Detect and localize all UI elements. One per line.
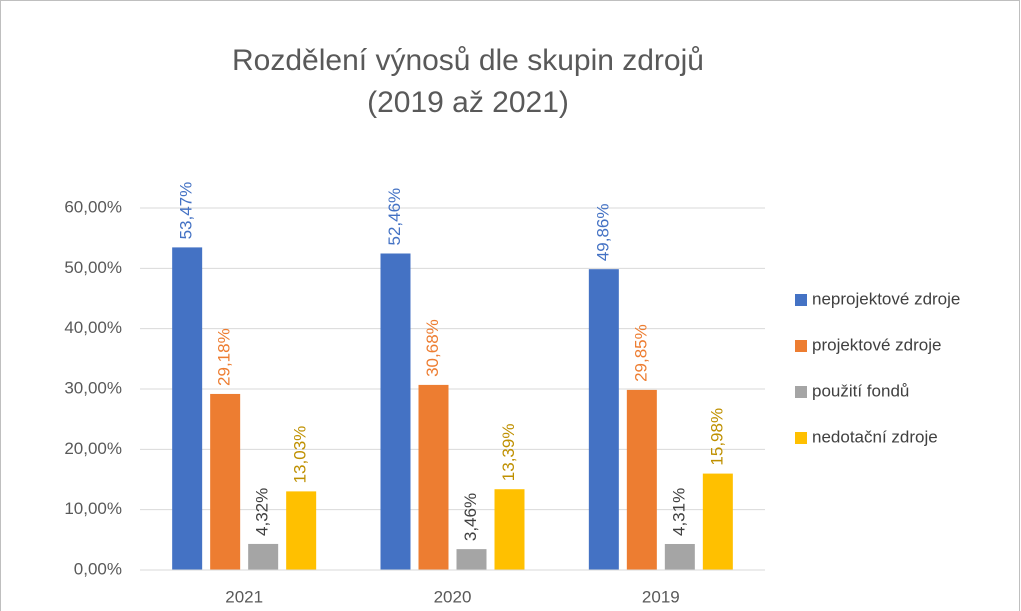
y-tick-label: 20,00%	[64, 439, 122, 458]
bar	[172, 247, 203, 571]
value-label: 4,31%	[669, 488, 688, 536]
x-tick-label: 2021	[225, 587, 263, 606]
legend-label: neprojektové zdroje	[812, 289, 960, 308]
legend-swatch	[795, 432, 807, 444]
legend-label: použití fondů	[812, 381, 909, 400]
bar	[456, 549, 487, 570]
y-tick-label: 50,00%	[64, 258, 122, 277]
value-label: 15,98%	[707, 408, 726, 466]
bar	[494, 489, 525, 570]
bar	[210, 393, 241, 570]
legend-swatch	[795, 386, 807, 398]
y-tick-label: 0,00%	[74, 559, 122, 578]
chart-title: (2019 až 2021)	[367, 86, 569, 119]
y-tick-label: 10,00%	[64, 499, 122, 518]
legend-swatch	[795, 294, 807, 306]
value-label: 29,85%	[631, 324, 650, 382]
bar	[248, 543, 279, 570]
value-label: 29,18%	[215, 328, 234, 386]
bar	[380, 253, 411, 570]
legend-swatch	[795, 340, 807, 352]
y-tick-label: 40,00%	[64, 318, 122, 337]
y-tick-label: 60,00%	[64, 197, 122, 216]
legend-label: projektové zdroje	[812, 335, 941, 354]
value-label: 13,39%	[499, 424, 518, 482]
value-label: 13,03%	[291, 426, 310, 484]
x-tick-label: 2019	[642, 587, 680, 606]
x-tick-label: 2020	[434, 587, 472, 606]
legend-label: nedotační zdroje	[812, 427, 938, 446]
value-label: 49,86%	[593, 204, 612, 262]
y-tick-label: 30,00%	[64, 378, 122, 397]
bar	[286, 491, 317, 570]
value-label: 52,46%	[385, 188, 404, 246]
value-label: 3,46%	[461, 493, 480, 541]
bar	[702, 473, 733, 570]
value-label: 4,32%	[253, 488, 272, 536]
bar	[664, 543, 695, 570]
chart-title: Rozdělení výnosů dle skupin zdrojů	[232, 44, 704, 77]
value-label: 30,68%	[423, 319, 442, 377]
value-label: 53,47%	[177, 182, 196, 240]
bar	[418, 384, 449, 570]
bar	[626, 389, 657, 570]
bar	[588, 269, 619, 570]
